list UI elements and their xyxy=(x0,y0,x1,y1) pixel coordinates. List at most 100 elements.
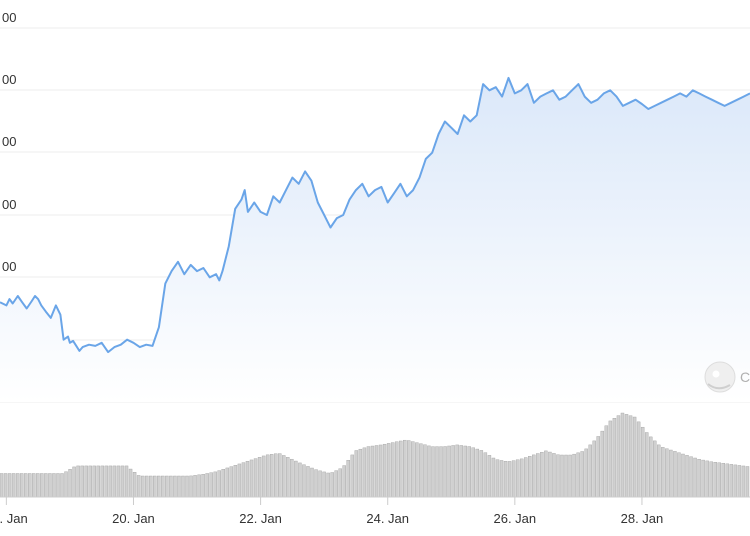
volume-bars xyxy=(0,412,750,498)
x-tick-label: 18. Jan xyxy=(0,511,28,526)
volume-bar xyxy=(479,450,484,498)
volume-bar xyxy=(64,471,68,498)
volume-bar xyxy=(653,440,657,498)
volume-bar xyxy=(612,418,617,498)
volume-bar xyxy=(310,467,314,498)
volume-bar xyxy=(225,467,230,498)
volume-bar xyxy=(745,466,750,498)
volume-bar xyxy=(44,473,48,498)
volume-bar xyxy=(261,455,266,498)
volume-bar xyxy=(491,457,496,498)
volume-bar xyxy=(366,446,371,498)
volume-bar xyxy=(556,454,560,498)
volume-bar xyxy=(84,465,88,498)
volume-bar xyxy=(540,452,544,498)
x-axis-ticks: 18. Jan 20. Jan 22. Jan 24. Jan 26. Jan 28. J… xyxy=(0,497,663,526)
volume-bar xyxy=(265,454,270,498)
volume-bar xyxy=(221,469,226,498)
volume-bar xyxy=(249,459,254,498)
volume-bar xyxy=(148,475,153,498)
volume-bar xyxy=(128,468,133,498)
volume-bar xyxy=(709,461,713,498)
volume-bar xyxy=(278,453,282,498)
volume-bar xyxy=(382,443,387,498)
volume-bar xyxy=(217,470,221,498)
volume-bar xyxy=(120,465,125,498)
volume-bar xyxy=(378,444,383,498)
volume-bar xyxy=(584,448,588,498)
volume-bar xyxy=(56,473,60,498)
price-area-fill xyxy=(0,77,750,403)
volume-bar xyxy=(60,473,64,498)
volume-bar xyxy=(161,475,165,498)
volume-bar xyxy=(580,451,584,498)
volume-bar xyxy=(608,420,613,498)
volume-bar xyxy=(92,465,96,498)
volume-bar xyxy=(241,462,246,498)
volume-bar xyxy=(181,475,185,498)
volume-bar xyxy=(661,447,665,498)
volume-bar xyxy=(471,447,475,498)
volume-bar xyxy=(108,465,113,498)
volume-bar xyxy=(415,442,419,498)
volume-bar xyxy=(76,465,80,498)
volume-bar xyxy=(657,444,661,498)
volume-bar xyxy=(185,475,189,498)
volume-bar xyxy=(423,444,427,498)
volume-bar xyxy=(515,459,520,498)
volume-bar xyxy=(157,475,161,498)
volume-bar xyxy=(733,464,738,498)
volume-bar xyxy=(439,446,443,498)
volume-bar xyxy=(548,451,552,498)
volume-bar xyxy=(72,466,76,498)
watermark-text: C xyxy=(740,369,750,385)
volume-bar xyxy=(483,452,488,498)
volume-bar xyxy=(290,458,294,498)
volume-bar xyxy=(269,454,274,498)
volume-bar xyxy=(552,453,556,498)
volume-bar xyxy=(0,473,4,498)
volume-bar xyxy=(40,473,44,498)
volume-bar xyxy=(209,472,213,498)
volume-bar xyxy=(358,448,363,498)
volume-bar xyxy=(394,441,399,498)
volume-bar xyxy=(459,445,463,498)
volume-bar xyxy=(632,416,637,498)
volume-bar xyxy=(737,465,742,498)
volume-bar xyxy=(362,447,367,498)
volume-bar xyxy=(523,457,528,498)
volume-bar xyxy=(96,465,100,498)
volume-bar xyxy=(48,473,52,498)
volume-bar xyxy=(620,412,625,498)
volume-bar xyxy=(318,470,322,498)
volume-bar xyxy=(407,440,411,498)
price-line xyxy=(0,76,750,354)
volume-bar xyxy=(600,430,605,498)
x-tick-label: 26. Jan xyxy=(494,511,537,526)
volume-bar xyxy=(443,446,447,498)
x-tick-label: 24. Jan xyxy=(366,511,409,526)
volume-bar xyxy=(576,452,580,498)
x-tick-label: 28. Jan xyxy=(621,511,664,526)
volume-bar xyxy=(136,475,141,498)
volume-bar xyxy=(286,457,290,498)
volume-bar xyxy=(11,473,16,498)
volume-bar xyxy=(153,475,157,498)
volume-bar xyxy=(640,426,645,498)
volume-bar xyxy=(213,471,217,498)
volume-bar xyxy=(725,463,730,498)
volume-bar xyxy=(36,473,40,498)
volume-bar xyxy=(507,461,512,498)
volume-bar xyxy=(338,468,342,498)
volume-bar xyxy=(104,465,109,498)
volume-bar xyxy=(330,472,334,498)
volume-bar xyxy=(390,442,395,498)
volume-bar xyxy=(3,473,8,498)
volume-bar xyxy=(447,445,451,498)
volume-bar xyxy=(475,448,480,498)
gecko-eye-icon xyxy=(712,370,720,378)
x-tick-label: 22. Jan xyxy=(239,511,282,526)
volume-bar xyxy=(648,436,653,498)
volume-bar xyxy=(741,465,746,498)
